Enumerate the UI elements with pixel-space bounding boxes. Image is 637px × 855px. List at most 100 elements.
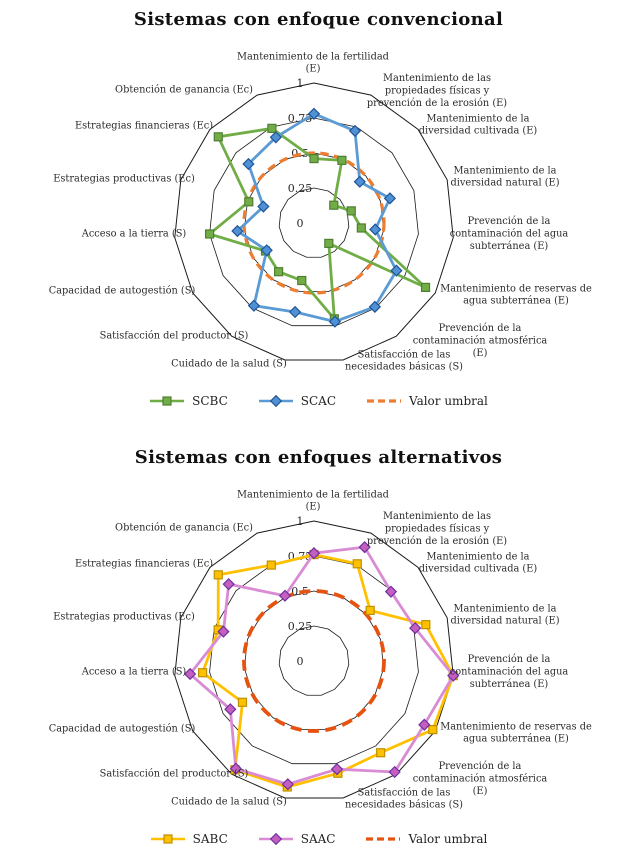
series-SAAC-marker — [409, 621, 422, 635]
axis-label: Prevención de la contaminación atmosféric… — [413, 323, 548, 359]
legend-label: SCAC — [300, 394, 336, 408]
chart-title-alternative: Sistemas con enfoques alternativos — [134, 447, 503, 468]
series-SAAC-marker — [183, 667, 197, 681]
axis-label: Mantenimiento de reservas de agua subterr… — [440, 283, 592, 306]
series-SCAC-marker — [288, 305, 302, 319]
series-SCBC-marker — [267, 123, 277, 133]
grid-ring — [174, 520, 454, 799]
axis-label: Satisfacción de las necesidades básicas (… — [345, 787, 463, 810]
series-SAAC-marker — [384, 585, 398, 598]
series-SCAC-marker — [260, 244, 273, 257]
series-SAAC-marker — [418, 718, 431, 731]
series-SCBC-marker — [329, 200, 339, 210]
legend-marker-SABC — [150, 834, 185, 844]
series-SCAC-marker — [242, 157, 255, 171]
series-SCBC-marker — [309, 154, 319, 164]
series-SAAC-marker — [224, 703, 237, 716]
legend-item-SABC: SABC — [150, 832, 228, 846]
series-SAAC-marker — [358, 541, 371, 554]
axis-label: Mantenimiento de la diversidad natural (E… — [450, 603, 559, 626]
radial-tick-label: 0 — [297, 217, 304, 230]
legend-label: SAAC — [300, 832, 336, 846]
legend-marker-SCAC — [258, 395, 293, 407]
series-SABC-marker — [198, 668, 208, 678]
series-SAAC-marker — [278, 589, 292, 602]
series-SCBC-marker — [274, 267, 284, 277]
series-SAAC-marker — [217, 625, 230, 638]
threshold-circle — [242, 151, 386, 295]
series-SAAC-marker — [330, 763, 344, 776]
series-SAAC-marker — [229, 762, 242, 775]
series-SABC-marker — [421, 620, 431, 630]
series-SCAC-marker — [257, 200, 270, 213]
axis-label: Estrategias productivas (Ec) — [53, 612, 195, 623]
series-SCAC-marker — [269, 131, 282, 144]
series-SAAC-marker — [388, 765, 401, 779]
series-SCBC-marker — [213, 132, 223, 142]
axis-label: Obtención de ganancia (Ec) — [115, 85, 253, 96]
grid-ring — [278, 625, 350, 696]
grid-ring — [209, 117, 419, 327]
radial-tick-label: 1 — [297, 77, 304, 90]
axis-label: Prevención de la contaminación del agua su… — [450, 216, 569, 252]
axis-label: Satisfacción del productor (S) — [100, 331, 249, 342]
radial-tick-label: 0.75 — [288, 112, 313, 125]
series-SABC-marker — [428, 724, 438, 735]
series-SCBC-marker — [244, 197, 254, 207]
grid-ring — [174, 82, 454, 361]
series-SCAC-marker — [369, 223, 382, 236]
axis-label: Mantenimiento de la fertilidad (E) — [237, 489, 389, 512]
series-SCBC-marker — [337, 155, 347, 165]
series-SCBC-marker — [346, 206, 356, 216]
legend-item-threshold: Valor umbral — [366, 394, 488, 408]
axis-label: Estrategias productivas (Ec) — [53, 174, 195, 185]
series-SAAC-marker — [307, 547, 321, 560]
radial-tick-label: 0.25 — [288, 182, 313, 195]
axis-label: Obtención de ganancia (Ec) — [115, 523, 253, 534]
axis-label: Prevención de la contaminación del agua su… — [450, 654, 569, 690]
axis-label: Prevención de la contaminación atmosféric… — [413, 761, 548, 797]
series-SCAC-marker — [328, 315, 342, 328]
series-SCBC-marker — [324, 238, 334, 248]
series-SABC-line — [201, 553, 455, 789]
series-SABC-marker — [213, 570, 223, 580]
legend-label: Valor umbral — [409, 394, 488, 408]
axis-label: Mantenimiento de las propiedades físicas … — [367, 73, 507, 109]
axis-label: Mantenimiento de la diversidad cultivada … — [419, 551, 538, 574]
series-SAAC-line — [188, 545, 455, 786]
axis-label: Mantenimiento de reservas de agua subterr… — [440, 721, 592, 744]
series-SAAC-marker — [222, 578, 235, 591]
series-SABC-marker — [237, 697, 248, 707]
legend-item-SAAC: SAAC — [258, 832, 336, 846]
threshold-circle — [242, 589, 386, 733]
legend-marker-threshold — [366, 837, 401, 841]
series-SABC-marker — [365, 605, 375, 616]
axis-label: Acceso a la tierra (S) — [81, 667, 187, 678]
chart-title-conventional: Sistemas con enfoque convencional — [133, 9, 504, 30]
axis-label: Capacidad de autogestión (S) — [49, 286, 196, 297]
series-SCAC-marker — [231, 224, 244, 238]
grid-ring — [278, 187, 350, 258]
axis-label: Estrategias financieras (Ec) — [75, 121, 213, 132]
series-SCAC-marker — [368, 300, 382, 313]
legend-label: SABC — [192, 832, 228, 846]
series-SCAC-marker — [353, 175, 366, 188]
legend-conventional: SCBC SCAC Valor umbral — [0, 394, 637, 408]
axis-label: Cuidado de la salud (S) — [171, 797, 287, 808]
legend-alternative: SABC SAAC Valor umbral — [0, 832, 637, 846]
series-SCAC-marker — [307, 107, 321, 120]
legend-item-SCAC: SCAC — [258, 394, 336, 408]
radial-tick-label: 0 — [297, 655, 304, 668]
radial-tick-label: 1 — [297, 515, 304, 528]
series-SAAC-marker — [447, 669, 460, 682]
series-SCAC-marker — [390, 264, 403, 277]
axis-label: Mantenimiento de la diversidad cultivada … — [419, 113, 538, 136]
radial-tick-label: 0.25 — [288, 620, 313, 633]
series-SCAC-marker — [348, 124, 362, 138]
series-SABC-marker — [376, 748, 386, 758]
axis-label: Mantenimiento de las propiedades físicas … — [367, 511, 507, 547]
